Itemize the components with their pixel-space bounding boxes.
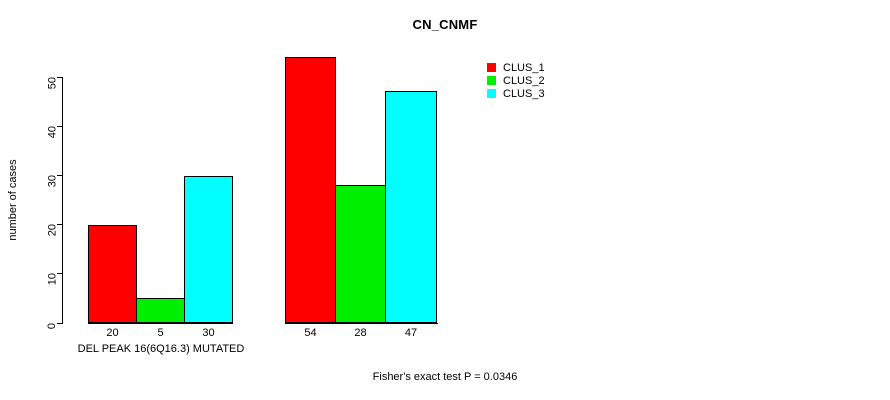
bar-group2-clus2[interactable]: [335, 185, 386, 323]
bar-count-group1-clus1: 20: [106, 327, 119, 339]
bar-count-group1-clus2: 5: [157, 327, 164, 339]
y-axis-tick-20: [57, 224, 63, 225]
y-axis-tick-label-10: 10: [46, 273, 58, 286]
fisher-test-annotation: Fisher's exact test P = 0.0346: [372, 371, 518, 383]
bar-count-group2-clus2: 28: [354, 327, 367, 339]
y-axis-tick-10: [57, 273, 63, 274]
bar-group1-clus1[interactable]: [88, 225, 137, 323]
bar-group2-clus3[interactable]: [385, 91, 437, 323]
y-axis-tick-50: [57, 77, 63, 78]
legend-swatch-clus-1: [487, 63, 496, 72]
y-axis-tick-label-30: 30: [46, 175, 58, 188]
y-axis-tick-label-20: 20: [46, 224, 58, 237]
legend-swatch-clus-3: [487, 89, 496, 98]
legend-label-clus-2: CLUS_2: [503, 75, 545, 87]
group-1-baseline: [88, 323, 233, 324]
y-axis-title: number of cases: [7, 159, 19, 241]
bar-count-group1-clus3: 30: [202, 327, 215, 339]
legend-label-clus-1: CLUS_1: [503, 62, 545, 74]
legend-swatch-clus-2: [487, 76, 496, 85]
y-axis-tick-30: [57, 175, 63, 176]
chart-title: CN_CNMF: [412, 17, 478, 32]
y-axis-line: [62, 77, 63, 323]
bar-group1-clus2[interactable]: [136, 298, 185, 323]
bar-group1-clus3[interactable]: [184, 176, 233, 323]
y-axis-tick-0: [57, 323, 63, 324]
y-axis-tick-40: [57, 126, 63, 127]
group-2-baseline: [285, 323, 438, 324]
y-axis-tick-label-50: 50: [46, 77, 58, 90]
bar-count-group2-clus3: 47: [404, 327, 418, 339]
y-axis-tick-label-0: 0: [46, 323, 58, 330]
bar-group2-clus1[interactable]: [285, 57, 336, 323]
legend-label-clus-3: CLUS_3: [503, 88, 545, 100]
y-axis-tick-label-40: 40: [46, 126, 58, 139]
group-1-label: DEL PEAK 16(6Q16.3) MUTATED: [77, 343, 245, 355]
bar-count-group2-clus1: 54: [304, 327, 317, 339]
